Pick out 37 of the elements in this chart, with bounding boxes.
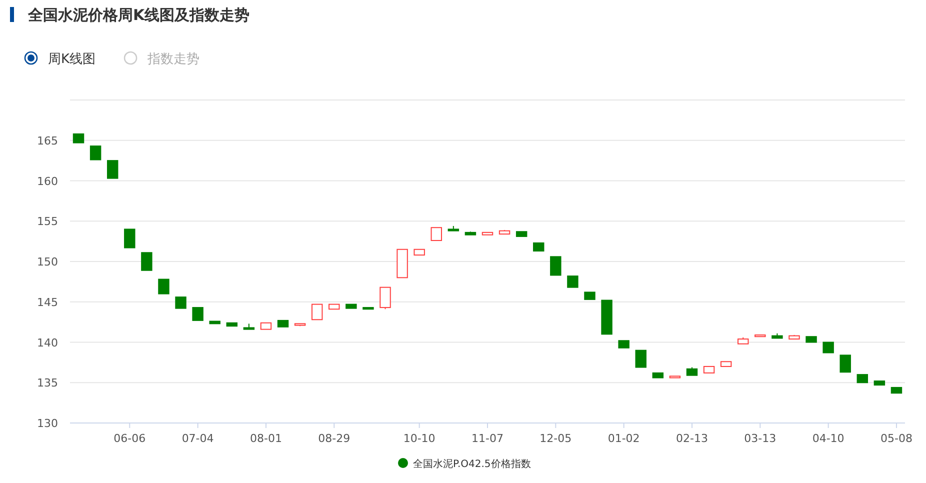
x-tick-label: 04-10 [812, 432, 844, 445]
y-tick-label: 130 [37, 417, 58, 430]
candlestick [567, 276, 578, 288]
candlestick [840, 354, 851, 373]
y-tick-label: 165 [37, 134, 58, 148]
candlestick [90, 146, 102, 160]
candlestick [106, 160, 118, 179]
y-tick-label: 145 [37, 296, 58, 309]
x-tick-label: 01-02 [608, 432, 640, 445]
x-tick-label: 03-13 [744, 432, 776, 445]
x-tick-label: 07-04 [182, 432, 214, 445]
y-tick-label: 135 [37, 376, 58, 390]
candlestick [311, 304, 323, 320]
y-tick-label: 160 [37, 174, 58, 188]
x-tick-label: 05-08 [880, 432, 912, 445]
candlestick [380, 286, 391, 310]
candlestick [822, 342, 834, 354]
y-tick-label: 140 [37, 336, 58, 350]
x-tick-label: 06-06 [114, 432, 146, 445]
candlestick [430, 227, 442, 242]
candlestick [550, 256, 562, 276]
candlestick [141, 252, 152, 271]
candlestick [175, 296, 186, 309]
y-tick-label: 150 [37, 256, 58, 268]
x-tick-label: 08-29 [318, 432, 350, 445]
x-tick-label: 02-13 [676, 432, 708, 445]
x-tick-label: 12-05 [540, 432, 572, 445]
candlestick [192, 307, 204, 321]
x-tick-label: 11-07 [472, 432, 504, 445]
x-tick-label: 10-10 [403, 432, 436, 445]
y-tick-label: 155 [37, 215, 58, 228]
title: 全国水泥价格周K线图及指数走势 [28, 6, 250, 24]
candlestick [635, 350, 646, 368]
candlestick [124, 228, 136, 248]
x-tick-label: 08-01 [250, 432, 282, 445]
candlestick [158, 278, 170, 294]
legend: 全国水泥P.O42.5价格指数 [398, 458, 531, 470]
